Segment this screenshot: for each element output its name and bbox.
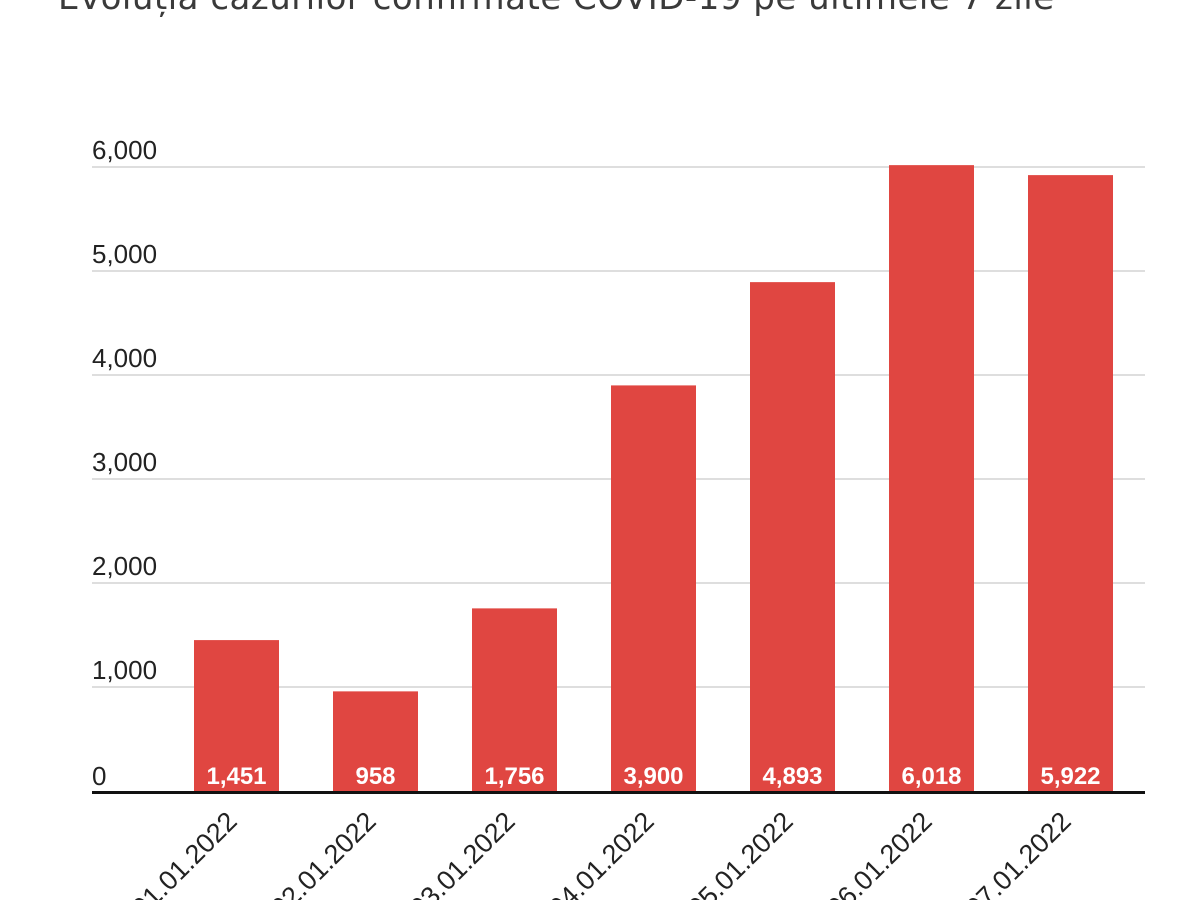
x-tick-label: 04.01.2022 — [543, 806, 660, 900]
y-tick-label: 4,000 — [92, 343, 157, 373]
bar — [472, 608, 557, 791]
bars — [194, 165, 1113, 792]
data-label: 4,893 — [762, 763, 822, 790]
data-label: 6,018 — [901, 763, 961, 790]
x-tick-label: 07.01.2022 — [960, 806, 1077, 900]
data-label: 5,922 — [1040, 763, 1100, 790]
x-tick-label: 06.01.2022 — [821, 806, 938, 900]
bar — [1028, 175, 1113, 791]
bar — [750, 282, 835, 791]
y-tick-label: 6,000 — [92, 135, 157, 165]
x-tick-label: 01.01.2022 — [126, 806, 243, 900]
data-label: 958 — [355, 763, 395, 790]
data-label: 1,451 — [206, 763, 266, 790]
bar — [333, 691, 418, 791]
bar — [889, 165, 974, 792]
x-tick-label: 05.01.2022 — [682, 806, 799, 900]
data-label: 1,756 — [484, 763, 544, 790]
x-tick-label: 03.01.2022 — [404, 806, 521, 900]
y-tick-label: 5,000 — [92, 239, 157, 269]
bar — [611, 385, 696, 791]
x-tick-label: 02.01.2022 — [265, 806, 382, 900]
data-label: 3,900 — [623, 763, 683, 790]
chart-title: Evoluția cazurilor confirmate COVID-19 p… — [58, 0, 1055, 18]
y-tick-label: 2,000 — [92, 551, 157, 581]
y-tick-label: 3,000 — [92, 447, 157, 477]
y-tick-label: 0 — [92, 761, 106, 791]
bar — [194, 640, 279, 791]
y-tick-label: 1,000 — [92, 655, 157, 685]
